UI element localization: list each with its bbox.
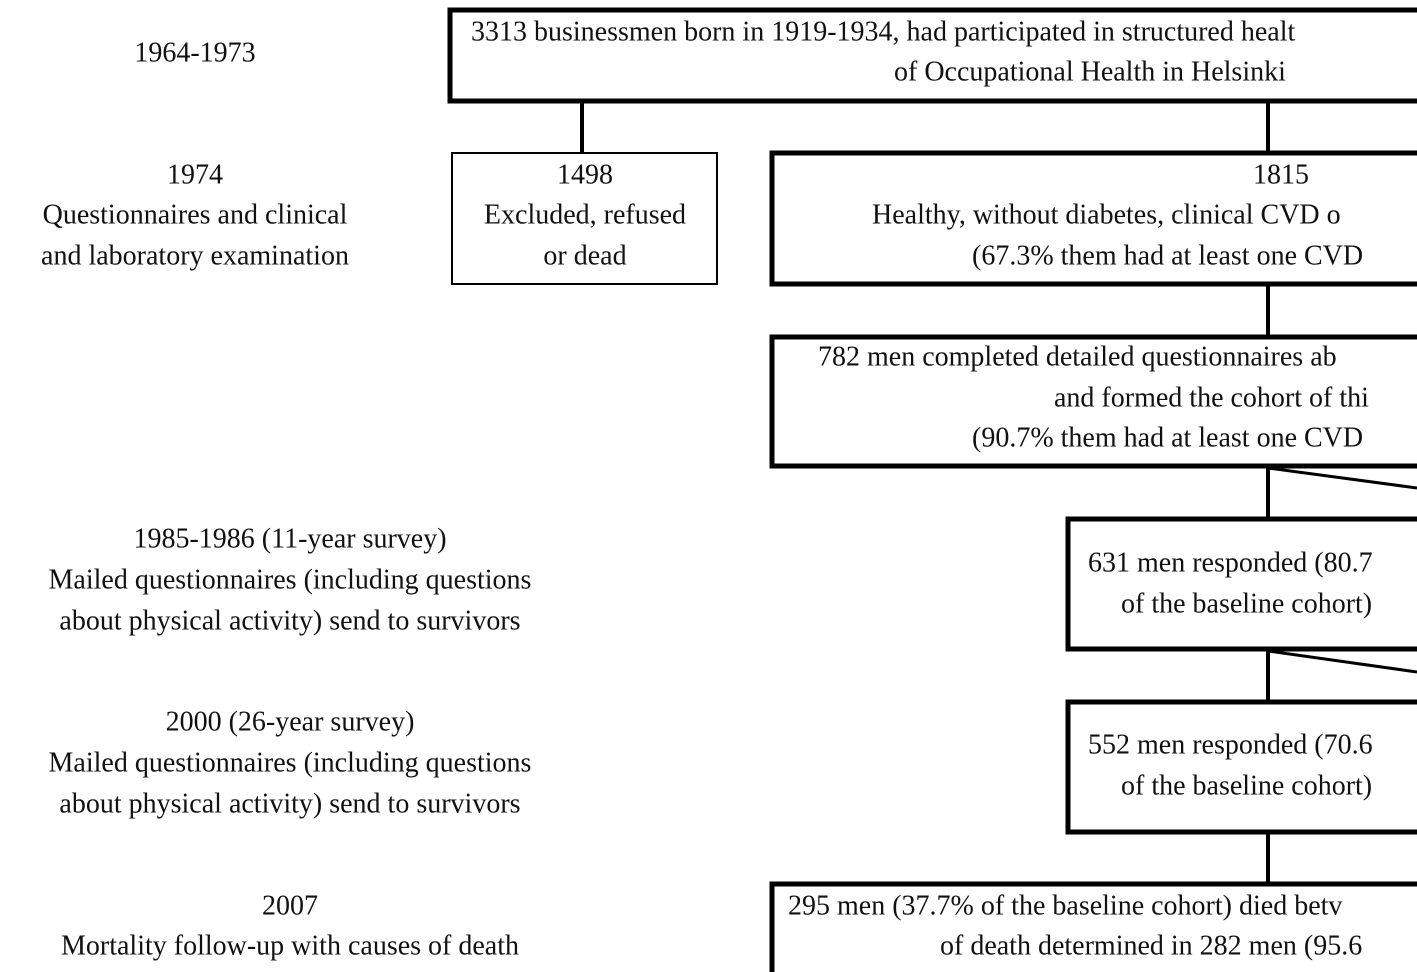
box	[451, 152, 718, 285]
node-text: 3313 businessmen born in 1919-1934, had …	[471, 16, 1295, 47]
node-text: Healthy, without diabetes, clinical CVD …	[872, 199, 1341, 230]
box	[769, 334, 1417, 469]
stage-label: Questionnaires and clinical	[43, 199, 348, 230]
node-text: of Occupational Health in Helsinki	[894, 56, 1286, 87]
node-text: of death determined in 282 men (95.6	[940, 930, 1362, 961]
node-text: (90.7% them had at least one CVD	[972, 422, 1363, 453]
node-text: and formed the cohort of thi	[1054, 382, 1369, 413]
stage-label: 2000 (26-year survey)	[166, 706, 415, 737]
box	[1065, 516, 1417, 652]
connector	[1267, 466, 1417, 490]
stage-label: Mailed questionnaires (including questio…	[49, 564, 532, 595]
node-text: 1815	[1253, 159, 1309, 190]
node-text: 1498	[557, 159, 613, 190]
node-text: of the baseline cohort)	[1121, 588, 1372, 619]
node-text: 631 men responded (80.7	[1088, 547, 1373, 578]
node-text: 552 men responded (70.6	[1088, 729, 1373, 760]
box	[769, 150, 1417, 287]
node-text: (67.3% them had at least one CVD	[972, 240, 1363, 271]
stage-label: 1964-1973	[134, 37, 255, 68]
stage-label: and laboratory examination	[41, 240, 349, 271]
stage-label: 2007	[262, 890, 318, 921]
node-text: or dead	[543, 240, 626, 271]
stage-label: about physical activity) send to survivo…	[59, 788, 520, 819]
node-text: Excluded, refused	[484, 199, 686, 230]
node-text: of the baseline cohort)	[1121, 770, 1372, 801]
connector	[1267, 649, 1417, 674]
box	[1065, 699, 1417, 835]
stage-label: Mortality follow-up with causes of death	[61, 930, 519, 961]
node-text: 295 men (37.7% of the baseline cohort) d…	[788, 890, 1342, 921]
box	[769, 881, 1417, 972]
stage-label: about physical activity) send to survivo…	[59, 605, 520, 636]
box	[447, 7, 1417, 104]
stage-label: 1974	[167, 159, 223, 190]
node-text: 782 men completed detailed questionnaire…	[818, 341, 1337, 372]
stage-label: Mailed questionnaires (including questio…	[49, 747, 532, 778]
stage-label: 1985-1986 (11-year survey)	[133, 523, 446, 554]
